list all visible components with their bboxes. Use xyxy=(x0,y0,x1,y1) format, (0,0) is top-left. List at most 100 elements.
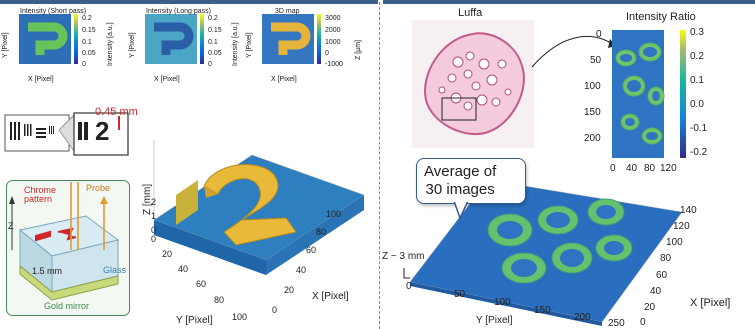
cb1-label: Intensity [a.u.] xyxy=(107,22,114,66)
ratio-cb-tick: 0.1 xyxy=(690,75,704,86)
right-ytick: 200 xyxy=(574,312,591,323)
scale-bar xyxy=(118,116,120,130)
cb3-tick: 1000 xyxy=(325,39,341,46)
right-xtick: 80 xyxy=(660,253,672,264)
z-note: Z ~ 3 mm xyxy=(382,251,425,262)
left-ytick: 0 xyxy=(151,234,157,244)
ratio-cb-tick: 0.0 xyxy=(690,99,704,110)
cb3-tick: 0 xyxy=(325,50,329,57)
ratio-ytick: 50 xyxy=(590,55,602,66)
map2-title: Intensity (Long pass) xyxy=(146,8,211,15)
cb1-tick: 0.15 xyxy=(82,27,96,34)
luffa-image xyxy=(412,20,534,148)
small-maps xyxy=(19,14,321,64)
cb1-tick: 0.2 xyxy=(82,15,92,22)
left-surface-plot xyxy=(153,140,365,275)
left-ylabel: Y [Pixel] xyxy=(176,315,213,326)
right-xtick: 60 xyxy=(656,270,668,281)
left-xtick: 40 xyxy=(296,265,307,275)
cb2-tick: 0 xyxy=(208,61,212,68)
ratio-ytick: 150 xyxy=(584,107,601,118)
ratio-xtick: 0 xyxy=(610,163,616,174)
average-callout xyxy=(416,158,526,204)
ratio-cb-tick: 0.3 xyxy=(690,27,704,38)
luffa-title: Luffa xyxy=(458,7,483,19)
callout-pointer xyxy=(452,200,470,220)
cb2-tick: 0.05 xyxy=(208,50,222,57)
right-ytick: 50 xyxy=(454,289,466,300)
probe-schematic xyxy=(6,180,130,316)
ratio-xtick: 80 xyxy=(644,163,656,174)
map1-title: Intensity (Short pass) xyxy=(20,8,87,15)
short-pass-glyph xyxy=(28,22,68,55)
ratio-ytick: 100 xyxy=(584,81,601,92)
cb2-tick: 0.15 xyxy=(208,27,222,34)
right-xtick: 40 xyxy=(650,286,662,297)
resolution-target xyxy=(4,112,129,156)
map-ylabel: Y [Pixel] xyxy=(2,32,9,58)
cb3-tick: 3000 xyxy=(325,15,341,22)
scale-label: 0.45 mm xyxy=(95,106,138,118)
left-ytick: 20 xyxy=(162,249,173,259)
cb2-tick: 0.2 xyxy=(208,15,218,22)
right-surface-plot xyxy=(403,179,683,326)
left-ztick: 2 xyxy=(151,197,157,207)
right-xtick: 100 xyxy=(666,237,683,248)
ratio-xtick: 120 xyxy=(660,163,677,174)
map3-ylabel: Y [Pixel] xyxy=(246,32,253,58)
right-xtick: 20 xyxy=(644,302,656,313)
right-ytick: 250 xyxy=(608,318,625,329)
cb2-tick: 0.1 xyxy=(208,39,218,46)
ratio-cb-tick: 0.2 xyxy=(690,51,704,62)
glass-label: Glass xyxy=(103,265,127,275)
target-digit: 2 xyxy=(95,116,110,146)
cb2-label: Intensity [a.u.] xyxy=(232,22,239,66)
left-xtick: 20 xyxy=(284,285,295,295)
ratio-map xyxy=(612,30,686,158)
left-xlabel: X [Pixel] xyxy=(312,291,349,302)
chrome-label: Chrome pattern xyxy=(24,185,57,205)
ratio-ytick: 0 xyxy=(596,29,602,40)
left-ytick: 80 xyxy=(214,295,225,305)
ratio-ytick: 200 xyxy=(584,133,601,144)
right-xtick: 140 xyxy=(680,205,697,216)
map2-ylabel: Y [Pixel] xyxy=(129,32,136,58)
map3-xlabel: X [Pixel] xyxy=(271,76,297,83)
right-zero: 0 xyxy=(406,281,412,292)
right-ylabel: Y [Pixel] xyxy=(476,315,513,326)
cb1-tick: 0.1 xyxy=(82,39,92,46)
mirror-label: Gold mirror xyxy=(44,301,90,311)
left-ztick: 1 xyxy=(151,211,157,221)
cb1-tick: 0 xyxy=(82,61,86,68)
cb3-tick: 2000 xyxy=(325,27,341,34)
left-xtick: 60 xyxy=(306,245,317,255)
map1-xlabel: X [Pixel] xyxy=(28,76,54,83)
ratio-title: Intensity Ratio xyxy=(626,11,696,23)
left-xtick: 0 xyxy=(272,305,278,315)
map2-xlabel: X [Pixel] xyxy=(154,76,180,83)
cb3-tick: -1000 xyxy=(325,61,343,68)
panel-divider xyxy=(379,2,380,329)
ratio-cb-tick: -0.2 xyxy=(690,147,708,158)
depth-label: 1.5 mm xyxy=(32,266,63,276)
zoom-arrow xyxy=(531,35,616,68)
height-map-glyph xyxy=(271,22,311,55)
right-ytick: 150 xyxy=(534,305,551,316)
cb1-tick: 0.05 xyxy=(82,50,96,57)
left-ytick: 100 xyxy=(232,312,248,322)
long-pass-glyph xyxy=(154,22,194,55)
ratio-cb-tick: -0.1 xyxy=(690,123,708,134)
callout-text: Average of 30 images xyxy=(424,163,497,198)
colorbar-1 xyxy=(74,14,78,64)
left-ytick: 60 xyxy=(196,279,207,289)
map3-title: 3D map xyxy=(275,8,300,15)
z-axis-label: Z xyxy=(8,221,14,231)
colorbar-2 xyxy=(200,14,204,64)
right-xtick: 0 xyxy=(640,317,646,328)
left-xtick: 80 xyxy=(316,227,327,237)
right-xtick: 120 xyxy=(673,221,690,232)
probe-label: Probe xyxy=(86,183,111,193)
left-xtick: 100 xyxy=(326,209,342,219)
left-ztick: 0 xyxy=(151,225,157,235)
left-ytick: 40 xyxy=(178,264,189,274)
